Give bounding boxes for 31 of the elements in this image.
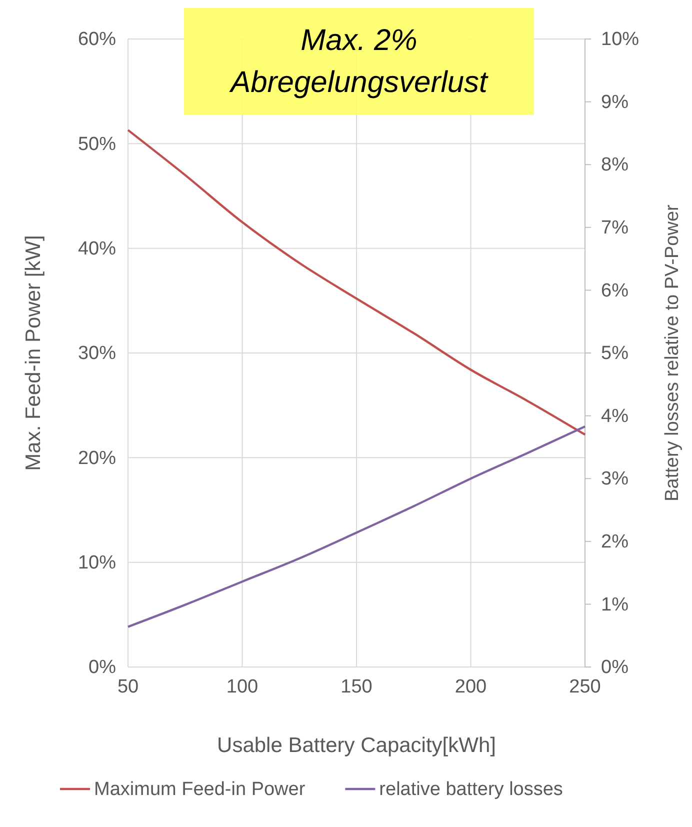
y-axis-title: Max. Feed-in Power [kW] (22, 235, 45, 471)
y2-tick-label: 3% (601, 468, 629, 490)
x-tick-label: 250 (569, 676, 601, 698)
x-tick-label: 150 (340, 676, 372, 698)
legend-label: relative battery losses (379, 779, 563, 800)
y-tick-label: 0% (88, 657, 116, 678)
y2-tick-label: 0% (601, 657, 629, 678)
y2-tick-label: 5% (601, 343, 629, 364)
y-tick-label: 30% (78, 343, 116, 364)
x-tick-label: 100 (226, 676, 258, 698)
y-tick-label: 10% (78, 552, 116, 574)
y2-tick-label: 8% (601, 154, 629, 176)
legend-label: Maximum Feed-in Power (94, 779, 306, 800)
y2-tick-label: 10% (601, 29, 640, 50)
line-series (126, 425, 586, 628)
annotation: Max. 2% Abregelungsverlust (228, 24, 490, 99)
y-tick-label: 50% (78, 134, 116, 155)
x-tick-label: 200 (454, 676, 487, 698)
y-tick-label: 40% (78, 238, 116, 260)
y2-tick-label: 7% (601, 217, 629, 238)
x-axis-title: Usable Battery Capacity[kWh] (217, 734, 496, 757)
line-series (126, 128, 586, 436)
y2-axis-title: Battery losses relative to PV-Power (662, 204, 683, 502)
y2-tick-label: 6% (601, 280, 629, 302)
x-tick-label: 50 (117, 676, 139, 698)
y-tick-label: 20% (78, 448, 116, 469)
y2-tick-label: 9% (601, 92, 629, 113)
y2-tick-label: 4% (601, 406, 629, 427)
y2-tick-label: 1% (601, 594, 629, 616)
y-tick-label: 60% (78, 29, 116, 50)
y2-tick-label: 2% (601, 531, 629, 552)
